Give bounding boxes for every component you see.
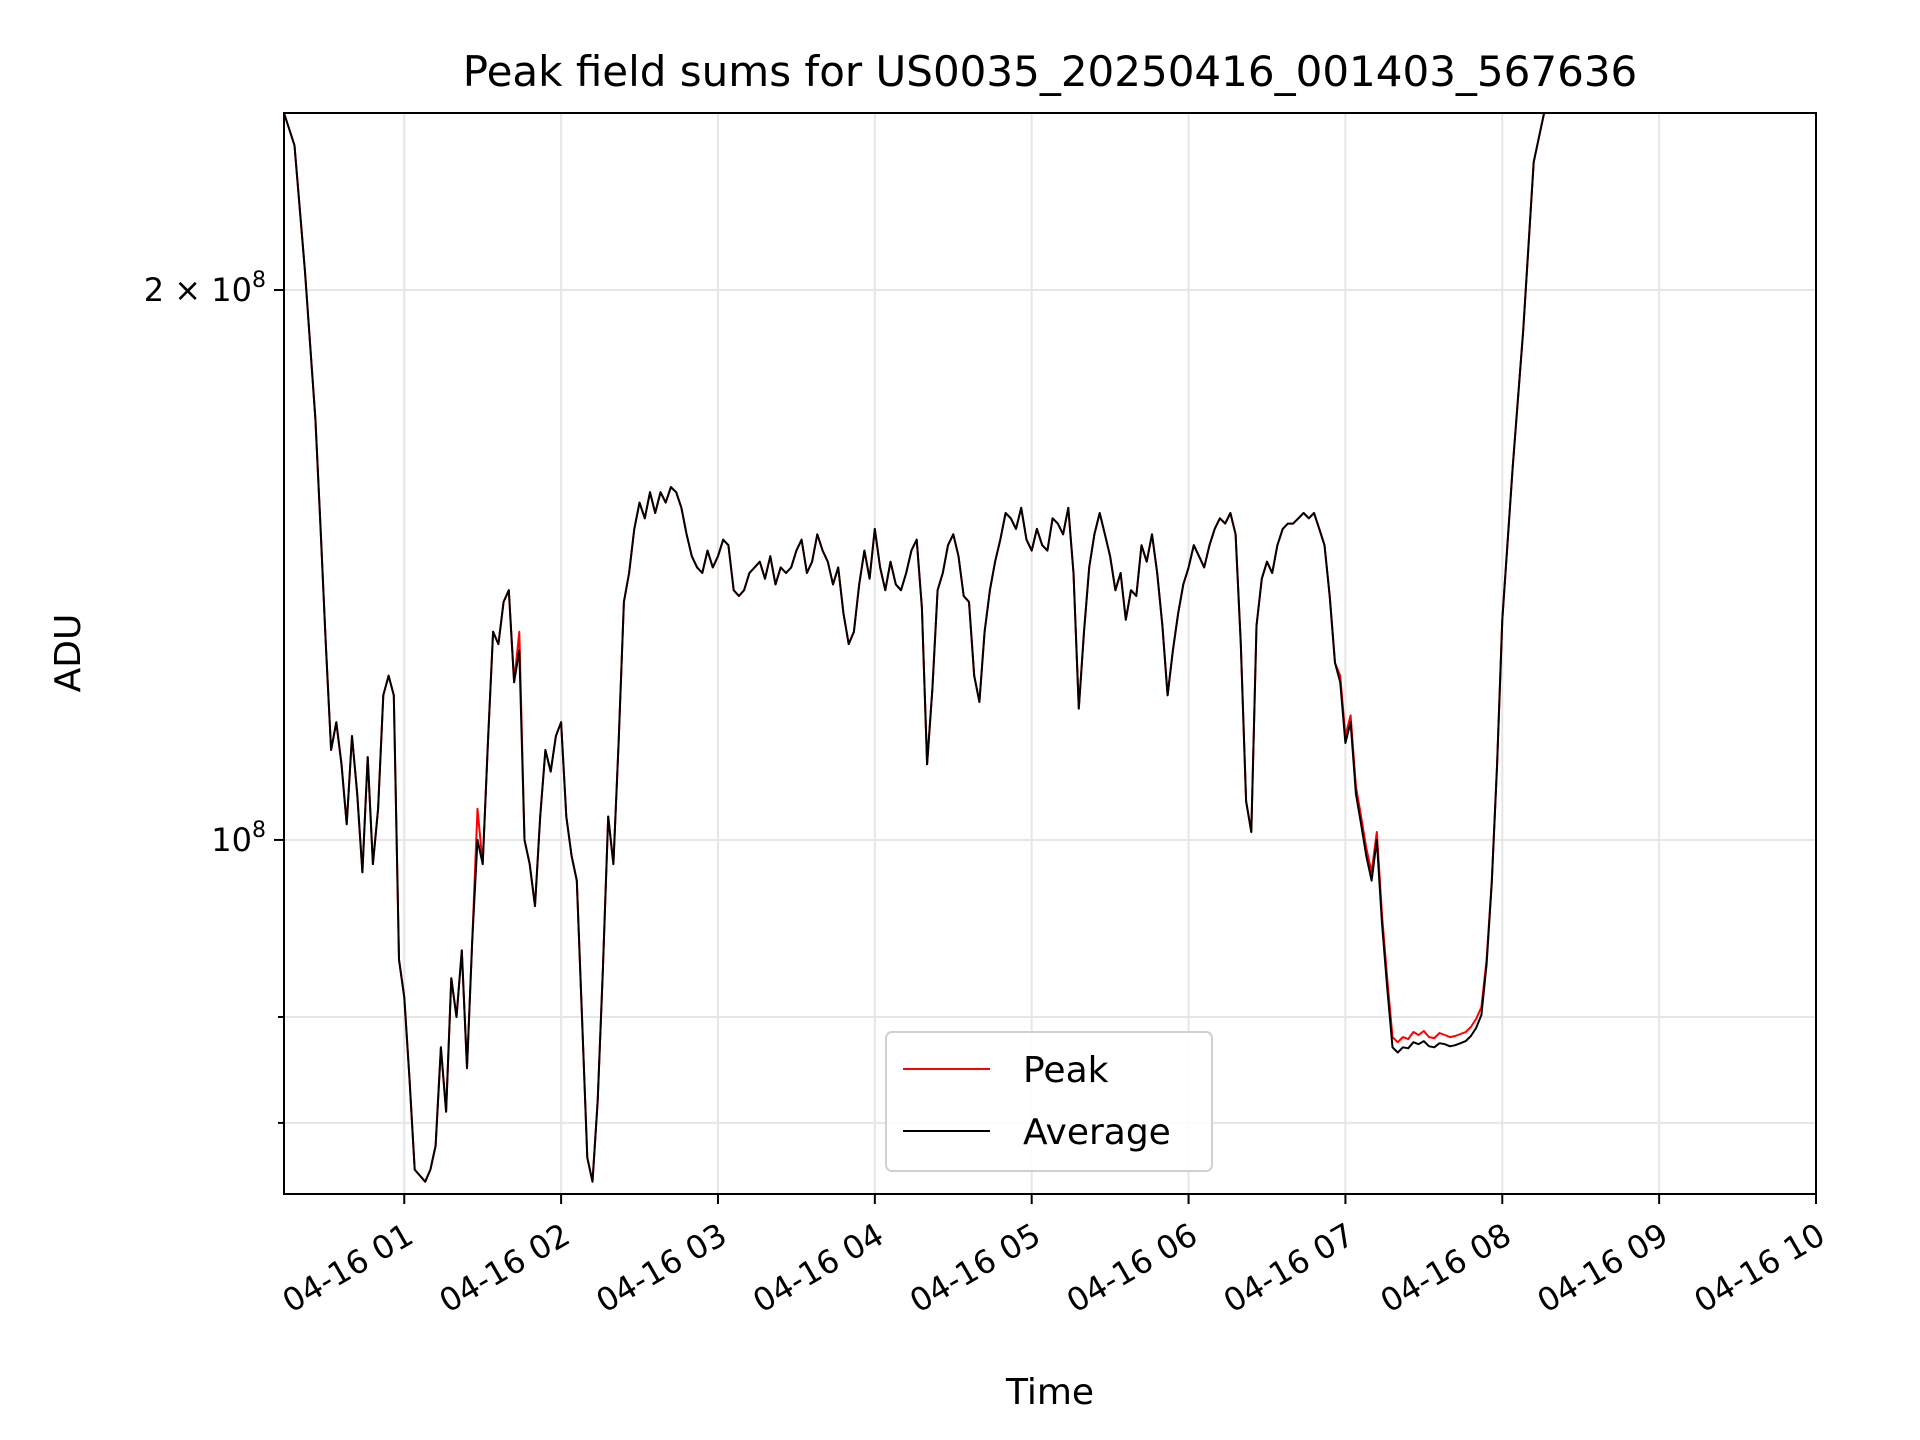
x-tick-label: 04-16 10 xyxy=(1688,1215,1832,1320)
x-tick-label: 04-16 01 xyxy=(276,1215,420,1320)
legend-label-peak: Peak xyxy=(1023,1050,1109,1091)
series-line-peak xyxy=(283,112,1546,1183)
series-line-average xyxy=(283,112,1546,1183)
y-tick-label: 108 xyxy=(211,818,266,859)
x-tick-label: 04-16 04 xyxy=(746,1215,890,1320)
x-tick-label: 04-16 02 xyxy=(433,1215,577,1320)
ticks xyxy=(274,289,1817,1204)
legend-box xyxy=(885,1031,1213,1172)
x-tick-label: 04-16 08 xyxy=(1374,1215,1518,1320)
plot-frame xyxy=(283,112,1817,1195)
x-tick-label: 04-16 05 xyxy=(903,1215,1047,1320)
plot-series xyxy=(283,112,1546,1183)
x-tick-label: 04-16 07 xyxy=(1217,1215,1361,1320)
legend-label-average: Average xyxy=(1023,1112,1171,1153)
legend: Peak Average xyxy=(885,1031,1213,1172)
y-tick-label: 2 × 108 xyxy=(144,268,266,309)
x-tick-label: 04-16 06 xyxy=(1060,1215,1204,1320)
x-tick-label: 04-16 03 xyxy=(590,1215,734,1320)
chart-title: Peak field sums for US0035_20250416_0014… xyxy=(463,47,1638,96)
x-tick-label: 04-16 09 xyxy=(1531,1215,1675,1320)
y-axis-label: ADU xyxy=(48,614,89,693)
x-axis-label: Time xyxy=(1005,1372,1094,1413)
